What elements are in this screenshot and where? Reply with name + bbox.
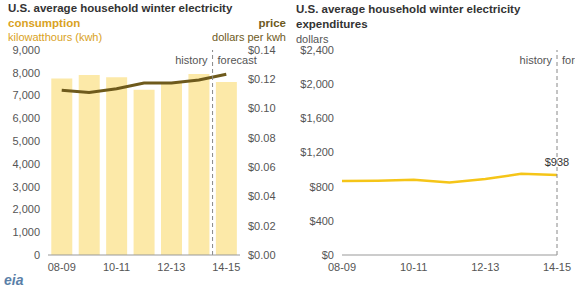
svg-text:8,000: 8,000 (12, 67, 40, 79)
svg-text:08-09: 08-09 (48, 261, 76, 273)
svg-text:14-15: 14-15 (212, 261, 240, 273)
svg-text:$400: $400 (310, 215, 334, 227)
svg-text:0: 0 (34, 249, 40, 261)
svg-text:12-13: 12-13 (157, 261, 185, 273)
html-text:dollars: dollars (296, 33, 329, 45)
html-text:price: price (258, 17, 286, 29)
svg-text:$0: $0 (322, 249, 334, 261)
svg-text:$800: $800 (310, 181, 334, 193)
svg-text:4,000: 4,000 (12, 158, 40, 170)
svg-text:12-13: 12-13 (471, 261, 499, 273)
html-text:kilowatthours (kwh): kilowatthours (kwh) (8, 31, 103, 43)
svg-text:3,000: 3,000 (12, 181, 40, 193)
svg-text:history: history (175, 54, 208, 66)
html-text:U.S. average household winter: U.S. average household winter electricit… (296, 3, 521, 30)
html-text:dollars per kwh: dollars per kwh (212, 31, 286, 43)
svg-text:$0.00: $0.00 (248, 249, 276, 261)
svg-text:10-11: 10-11 (103, 261, 130, 273)
html-text:U.S. average household winter: U.S. average household winter electricit… (8, 2, 233, 14)
svg-text:$2,400: $2,400 (300, 44, 334, 56)
svg-text:$2,000: $2,000 (300, 78, 334, 90)
svg-text:$0.08: $0.08 (248, 132, 276, 144)
svg-text:$938: $938 (545, 156, 567, 168)
svg-text:$0.10: $0.10 (248, 102, 276, 114)
html-text:consumption: consumption (8, 17, 81, 29)
svg-text:6,000: 6,000 (12, 112, 40, 124)
svg-text:$0.04: $0.04 (248, 190, 276, 202)
svg-text:$0.14: $0.14 (248, 44, 276, 56)
svg-text:forecast: forecast (562, 54, 567, 66)
svg-text:$0.06: $0.06 (248, 161, 276, 173)
svg-text:1,000: 1,000 (12, 226, 40, 238)
svg-text:$1,200: $1,200 (300, 146, 334, 158)
svg-text:9,000: 9,000 (12, 44, 40, 56)
svg-text:5,000: 5,000 (12, 135, 40, 147)
svg-text:14-15: 14-15 (543, 261, 567, 273)
svg-text:$0.02: $0.02 (248, 220, 276, 232)
svg-text:$1,600: $1,600 (300, 112, 334, 124)
svg-text:forecast: forecast (217, 54, 257, 66)
svg-text:history: history (520, 54, 553, 66)
svg-text:2,000: 2,000 (12, 203, 40, 215)
svg-text:$0.12: $0.12 (248, 73, 276, 85)
svg-text:08-09: 08-09 (328, 261, 356, 273)
svg-text:10-11: 10-11 (400, 261, 427, 273)
svg-text:7,000: 7,000 (12, 89, 40, 101)
html-text:eia: eia (4, 272, 24, 288)
